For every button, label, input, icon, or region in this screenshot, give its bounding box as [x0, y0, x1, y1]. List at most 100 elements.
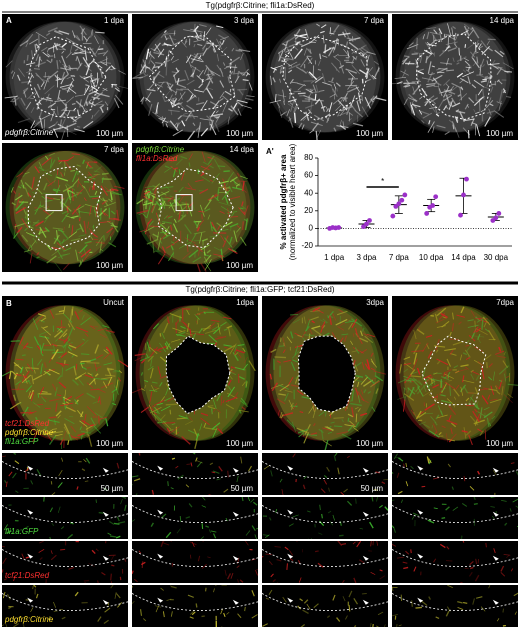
- fiber: [417, 38, 418, 50]
- channel-label: pdgfrβ:Citrine: [4, 128, 54, 137]
- image-background: [392, 585, 518, 627]
- fiber: [459, 48, 460, 56]
- fiber: [348, 418, 349, 422]
- y-tick-label: 0: [309, 224, 314, 233]
- scale-bar-label: 100 µm: [96, 439, 123, 448]
- x-tick-label: 1 dpa: [324, 253, 345, 262]
- fiber: [295, 113, 296, 123]
- fiber: [87, 101, 88, 105]
- fiber: [87, 367, 91, 368]
- data-point: [496, 211, 501, 216]
- fiber: [258, 491, 259, 495]
- fiber: [481, 540, 484, 541]
- timepoint-label: 1dpa: [236, 298, 254, 307]
- micrograph: [371, 580, 520, 630]
- channel-label: pdgfrβ:Citrine: [135, 145, 185, 154]
- timepoint-label: 7dpa: [496, 298, 514, 307]
- timepoint-label: 3 dpa: [234, 16, 255, 25]
- fiber: [446, 561, 452, 562]
- fiber: [309, 334, 310, 340]
- x-tick-label: 30 dpa: [484, 253, 509, 262]
- fiber: [176, 104, 181, 105]
- channel-label: fli1a:GFP: [5, 437, 39, 446]
- micrograph: [131, 14, 258, 141]
- fiber: [187, 234, 188, 242]
- fiber: [170, 410, 171, 415]
- fiber: [486, 543, 487, 547]
- fiber: [208, 406, 214, 407]
- image-background: [392, 541, 518, 583]
- panel-letter: A: [6, 16, 12, 25]
- fiber: [260, 625, 261, 630]
- fiber: [315, 551, 319, 552]
- data-point: [493, 215, 498, 220]
- fiber: [449, 339, 459, 340]
- scale-bar-label: 100 µm: [356, 129, 383, 138]
- channel-label: pdgfrβ:Citrine: [4, 428, 54, 437]
- image-background: [132, 497, 258, 539]
- fiber: [162, 223, 165, 224]
- fiber: [280, 337, 281, 341]
- fiber: [84, 580, 89, 581]
- micrograph: [2, 14, 130, 141]
- fiber: [111, 565, 114, 566]
- fiber: [26, 368, 39, 369]
- fiber: [107, 369, 114, 370]
- fiber: [503, 609, 504, 613]
- channel-label: pdgfrβ:Citrine: [4, 615, 54, 624]
- fiber: [315, 94, 316, 100]
- micrograph: [0, 534, 142, 590]
- image-background: [262, 585, 388, 627]
- fiber: [26, 557, 29, 558]
- fiber: [259, 456, 261, 459]
- fiber: [78, 171, 79, 174]
- timepoint-label: 3dpa: [366, 298, 384, 307]
- scale-bar-label: 100 µm: [486, 129, 513, 138]
- fiber: [187, 245, 188, 252]
- y-tick-label: 60: [304, 171, 313, 180]
- fiber: [245, 607, 246, 611]
- data-point: [461, 193, 466, 198]
- micrograph: [0, 451, 149, 502]
- micrograph: [392, 296, 519, 450]
- fiber: [99, 513, 104, 514]
- fiber: [77, 126, 80, 127]
- fiber: [334, 426, 342, 427]
- fiber: [415, 607, 421, 608]
- micrograph: [0, 492, 146, 546]
- fiber: [287, 563, 288, 570]
- image-background: [132, 585, 258, 627]
- data-point: [390, 214, 395, 219]
- fiber: [482, 320, 483, 330]
- micrograph: [240, 491, 402, 546]
- fiber: [347, 42, 348, 46]
- channel-label: fli1a:GFP: [5, 527, 39, 536]
- fiber: [212, 409, 213, 415]
- fiber: [389, 490, 392, 491]
- x-tick-label: 3 dpa: [356, 253, 377, 262]
- timepoint-label: 7 dpa: [104, 145, 125, 154]
- fiber: [27, 55, 28, 61]
- fiber: [168, 481, 169, 486]
- fiber: [351, 80, 352, 85]
- fiber: [49, 417, 57, 418]
- fiber: [110, 536, 116, 537]
- fiber: [102, 173, 109, 174]
- fiber: [69, 224, 70, 228]
- data-point: [424, 211, 429, 216]
- timepoint-label: 14 dpa: [230, 145, 255, 154]
- micrograph: [390, 14, 518, 140]
- timepoint-label: 1 dpa: [104, 16, 125, 25]
- fiber: [16, 359, 24, 360]
- fiber: [196, 603, 197, 607]
- data-point: [399, 198, 404, 203]
- fiber: [425, 91, 426, 97]
- scale-bar-label: 100 µm: [226, 439, 253, 448]
- micrograph: [370, 446, 520, 501]
- fiber: [430, 316, 434, 317]
- scale-bar-label: 50 µm: [361, 484, 384, 493]
- fiber: [180, 516, 181, 522]
- micrograph: [108, 580, 286, 630]
- image-background: [262, 497, 388, 539]
- panel-a-title: Tg(pdgfrβ:Citrine; fli1a:DsRed): [206, 1, 315, 10]
